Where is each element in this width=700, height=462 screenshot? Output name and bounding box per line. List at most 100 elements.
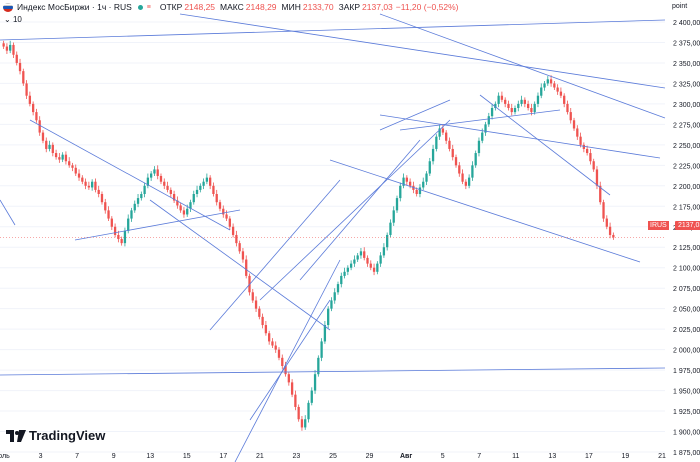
x-tick-label: 5 [441,453,445,460]
candle-body [448,140,451,149]
trendline[interactable] [379,99,451,131]
candle-body [484,124,487,133]
candle-body [330,300,333,309]
x-tick-label: 13 [548,453,556,460]
x-tick-label: 13 [146,453,154,460]
x-tick-label: оль [0,453,10,460]
candle-body [467,177,471,186]
candle-body [169,189,172,194]
candle-body [497,95,500,104]
y-tick-label: 1 950,00 [673,389,700,396]
candle-body [428,161,431,174]
candle-body [543,83,546,88]
candle-body [300,419,304,428]
candle-body [90,181,94,188]
candle-body [64,154,68,162]
candle-body [87,185,91,188]
candle-body [392,210,395,223]
candle-body [81,177,84,182]
y-tick-label: 2 300,00 [673,102,700,109]
candle-body [307,402,310,420]
candle-body [504,99,507,104]
y-tick-label: 2 250,00 [673,143,700,150]
y-tick-label: 2 350,00 [673,61,700,68]
x-tick-label: 11 [512,453,519,460]
trendline[interactable] [299,139,421,281]
candle-body [517,103,520,108]
candle-body [500,95,504,100]
candle-body [22,71,25,84]
candle-body [608,226,612,235]
candle-body [150,173,153,178]
trendline[interactable] [379,13,666,119]
candle-body [133,203,136,211]
x-tick-label: 3 [39,453,43,460]
candle-body [192,194,195,203]
candle-body [576,128,579,137]
trendline[interactable] [259,119,451,301]
candle-body [251,292,254,301]
candle-body [235,234,238,244]
trendline[interactable] [179,13,666,89]
candle-body [172,194,176,201]
candle-body [104,202,107,211]
candle-body [179,205,182,211]
candle-body [336,284,340,293]
trendline[interactable] [0,199,16,226]
more-icon[interactable]: ≡ [146,3,151,11]
y-tick-label: 2 200,00 [673,184,700,191]
candle-body [343,271,346,276]
trendline[interactable] [329,159,641,263]
candle-body [97,189,100,194]
candle-body [189,202,192,209]
candle-body [287,374,290,383]
candle-body [327,308,330,326]
candle-body [523,99,527,104]
volume-toggle[interactable]: ⌄ 10 [4,15,22,24]
trendline[interactable] [379,114,661,159]
candle-body [589,153,592,162]
low-value: 2133,70 [302,2,334,12]
candle-body [100,194,104,203]
trendline[interactable] [249,299,331,421]
candle-body [438,128,441,137]
symbol-title[interactable]: Индекс МосБиржи · 1ч · RUS [17,2,132,12]
candle-body [372,267,376,272]
trendline[interactable] [234,259,341,462]
price-axis: 2 400,00 2 375,00 2 350,00 2 325,00 2 300,00… [673,20,700,457]
candle-body [441,128,445,133]
candle-body [402,177,405,186]
trendline[interactable] [399,109,561,131]
candle-body [182,210,186,215]
tradingview-logo[interactable]: TradingView [6,428,105,443]
candle-body [5,46,9,51]
candle-body [333,292,336,301]
candle-body [195,189,199,194]
trendline[interactable] [0,367,666,376]
candle-body [418,187,422,194]
candle-body [84,181,87,186]
candle-body [585,148,589,154]
candle-body [369,263,372,268]
candle-body [474,153,477,166]
trendline[interactable] [0,19,666,41]
x-tick-label: 7 [75,453,79,460]
chevron-down-icon: ⌄ [4,15,11,24]
trendline[interactable] [149,199,331,331]
candle-body [209,177,212,186]
trendline[interactable] [29,119,231,231]
candle-body [35,112,38,121]
candle-body [212,185,215,194]
trendline[interactable] [209,179,341,331]
candle-body [277,349,281,358]
trendline[interactable] [74,209,241,241]
candle-body [346,267,349,272]
x-tick-label: 7 [477,453,481,460]
candle-body [117,234,120,240]
candle-body [389,222,392,235]
candle-body [238,243,241,252]
trendline[interactable] [479,94,611,196]
candle-body [461,173,464,182]
time-axis: оль 3 7 9 13 15 17 21 23 25 29 Авг 5 7 11 13 17 19 21 [0,453,666,460]
